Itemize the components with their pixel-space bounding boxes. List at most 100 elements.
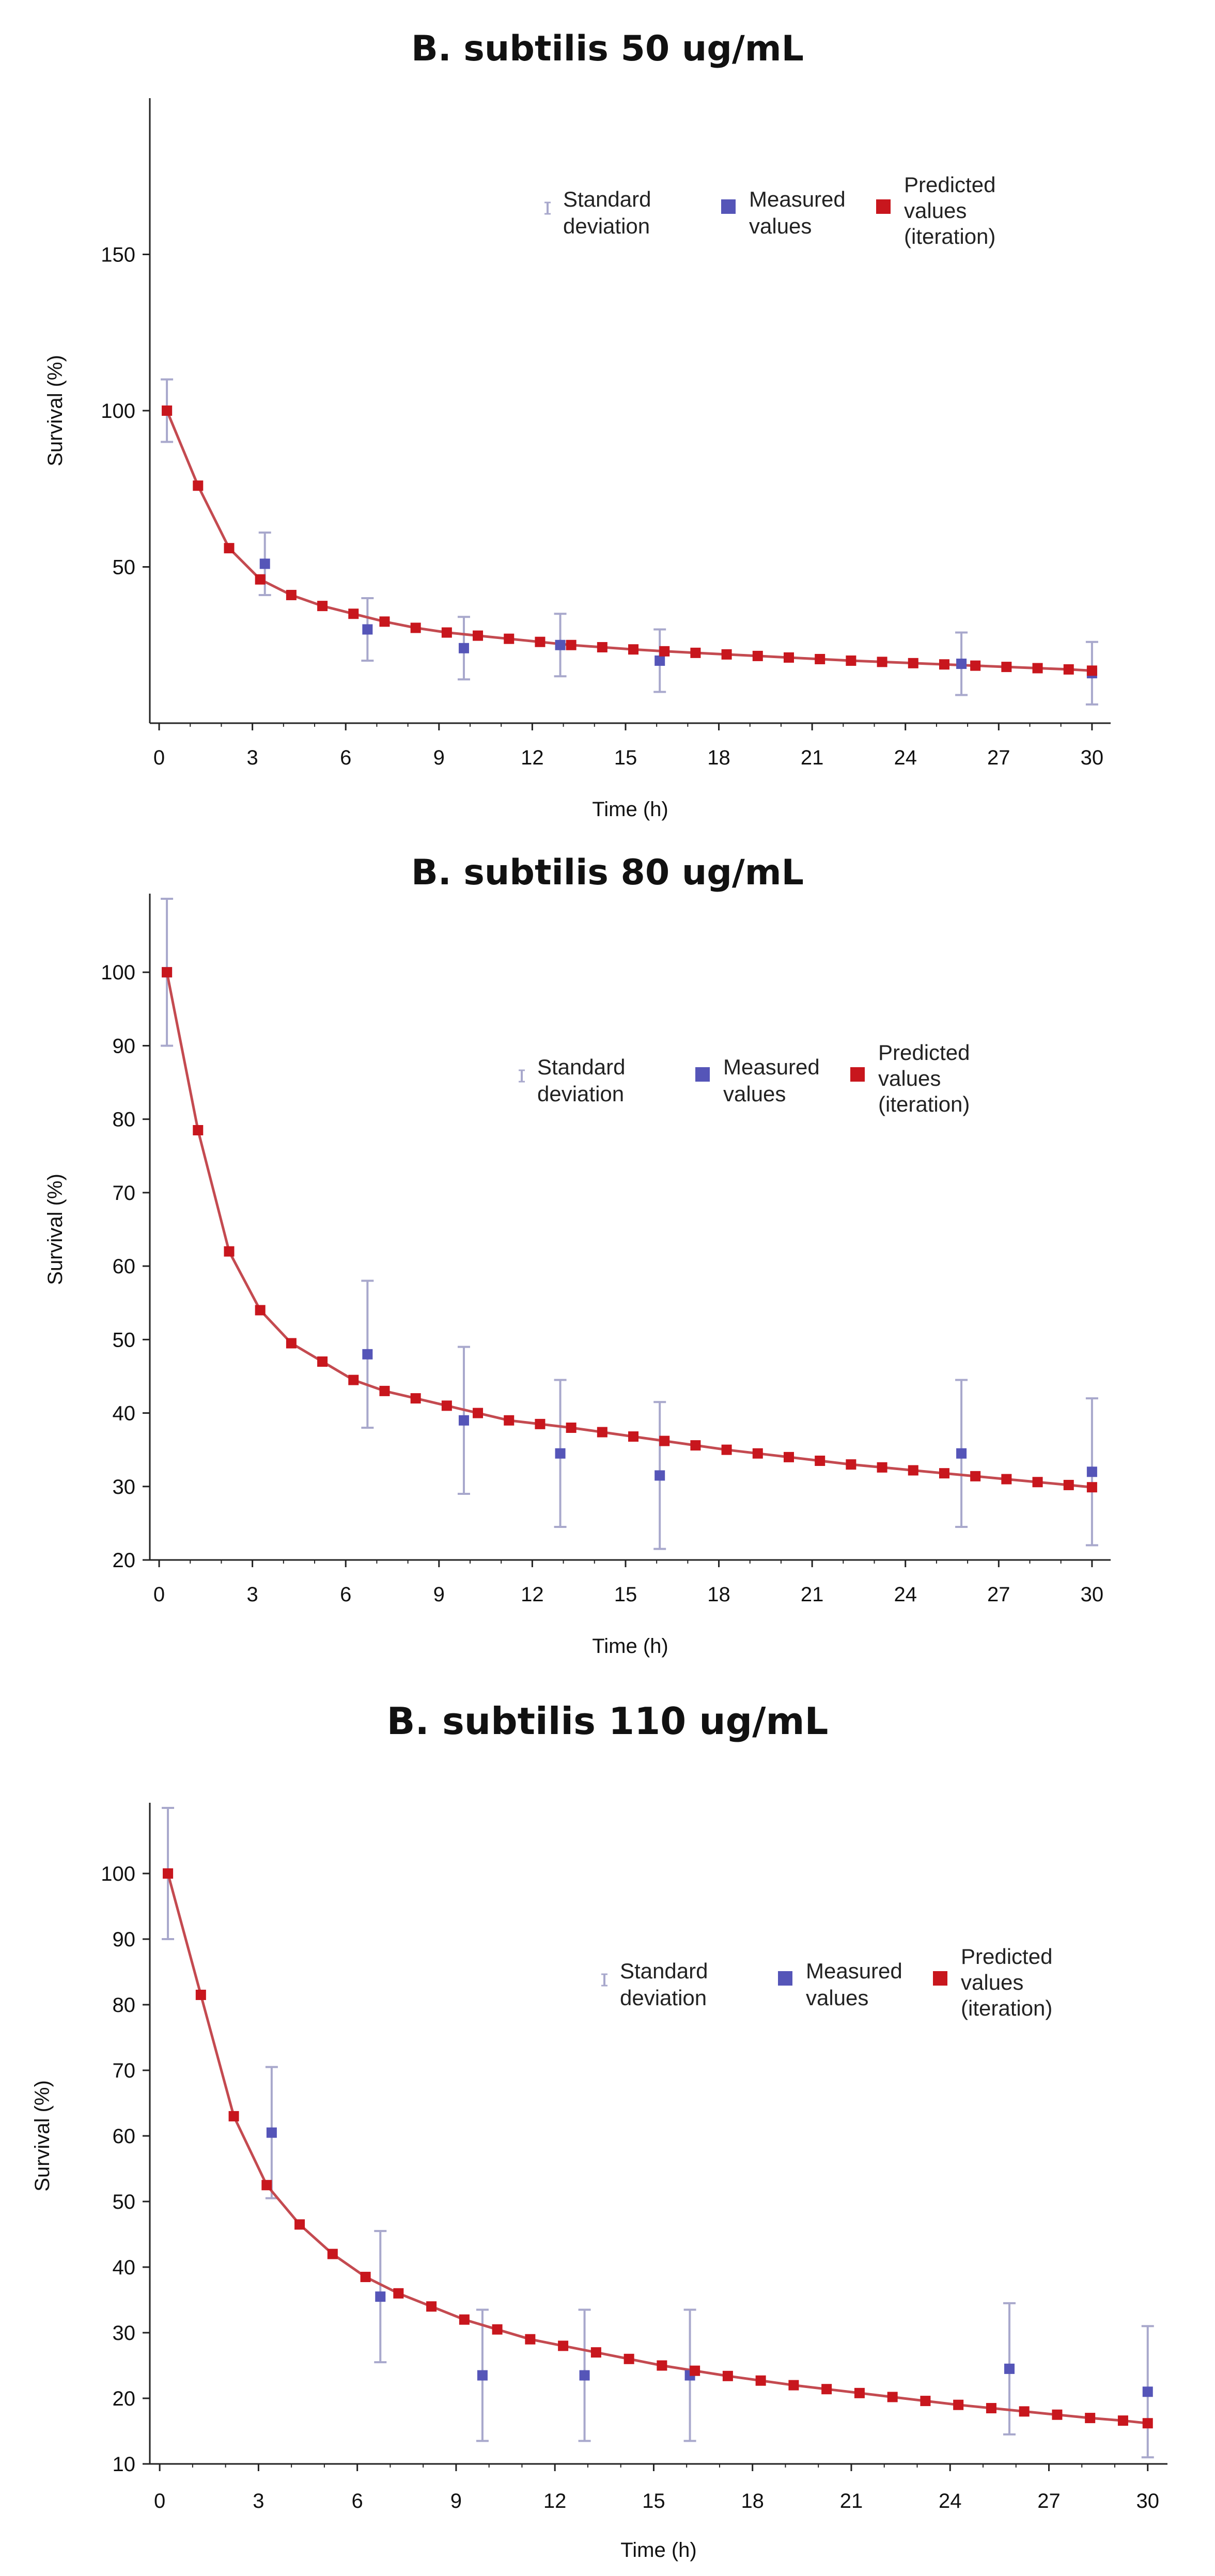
- predicted-point: [379, 1385, 390, 1396]
- predicted-point: [887, 2392, 898, 2402]
- predicted-point: [558, 2340, 569, 2351]
- y-tick-label: 30: [113, 2322, 136, 2345]
- predicted-point: [624, 2353, 634, 2364]
- x-tick-label: 6: [352, 2490, 363, 2512]
- predicted-point: [360, 2272, 371, 2283]
- predicted-point: [690, 1440, 701, 1451]
- predicted-point: [473, 630, 484, 641]
- measured-point: [1142, 2386, 1153, 2397]
- x-tick-label: 9: [450, 2490, 462, 2512]
- predicted-point: [410, 1393, 421, 1404]
- predicted-point: [348, 1375, 359, 1385]
- legend-label-sd: Standard: [620, 1959, 708, 1983]
- chart-80ug-plot: 0 3 6 9 12 15 18 21 24 27 30 20 30 40 50 60 70 80 90 100 Tim…: [44, 894, 1111, 1658]
- predicted-point: [441, 1400, 452, 1411]
- x-tick-label: 15: [642, 2490, 665, 2512]
- measured-point: [477, 2370, 488, 2381]
- y-tick-label: 100: [101, 400, 135, 423]
- measured-point: [555, 1448, 566, 1459]
- x-axis-title: Time (h): [592, 798, 668, 821]
- chart-title: B. subtilis 110 ug/mL: [386, 1699, 829, 1743]
- x-tick-label: 21: [801, 1583, 824, 1606]
- predicted-point: [224, 543, 235, 554]
- predicted-point: [1086, 665, 1097, 676]
- x-tick-label: 6: [340, 1583, 351, 1606]
- chart-110ug-plot: 0 3 6 9 12 15 18 21 24 27 30 10 20 30 40 50 60 70 80 90 100 T…: [31, 1803, 1167, 2562]
- y-tick-label: 20: [113, 1549, 136, 1572]
- x-tick-label: 15: [614, 1583, 637, 1606]
- y-tick-label: 40: [113, 1402, 136, 1425]
- predicted-point: [535, 636, 546, 647]
- predicted-point: [815, 1456, 825, 1466]
- x-tick-label: 6: [340, 746, 351, 769]
- predicted-point: [597, 1427, 608, 1438]
- measured-point: [655, 655, 665, 666]
- predicted-point: [426, 2301, 437, 2312]
- predicted-point: [877, 657, 887, 667]
- x-tick-label: 30: [1081, 746, 1104, 769]
- x-tick-label: 18: [707, 1583, 730, 1606]
- legend-label-predicted: Predicted: [904, 173, 995, 197]
- legend-label-predicted: (iteration): [878, 1092, 970, 1116]
- chart-110ug-panel: B. subtilis 110 ug/mL 0 3 6 9 12 15 18 21 24 27 30…: [0, 1679, 1215, 2576]
- predicted-point: [224, 1246, 235, 1257]
- measured-point: [956, 1448, 967, 1459]
- y-tick-label: 10: [113, 2453, 136, 2476]
- y-axis-title: Survival (%): [44, 355, 67, 466]
- predicted-point: [294, 2219, 305, 2230]
- legend-label-predicted: (iteration): [961, 1996, 1052, 2020]
- legend-label-sd: deviation: [537, 1082, 624, 1106]
- predicted-point: [162, 405, 173, 416]
- x-tick-label: 30: [1136, 2490, 1159, 2512]
- x-tick-label: 9: [433, 1583, 445, 1606]
- x-tick-label: 21: [801, 746, 824, 769]
- chart-80ug-panel: B. subtilis 80 ug/mL 0 3 6 9 12 15 18 21 24 27 30 2…: [0, 826, 1215, 1679]
- legend-label-measured: values: [723, 1082, 786, 1106]
- x-axis-title: Time (h): [620, 2539, 696, 2562]
- predicted-point: [590, 2347, 601, 2358]
- predicted-point: [783, 1451, 794, 1462]
- measured-point: [458, 643, 469, 653]
- legend-measured-icon: [778, 1971, 792, 1986]
- predicted-point: [459, 2314, 470, 2325]
- predicted-point: [846, 655, 856, 666]
- predicted-point: [659, 1435, 670, 1446]
- chart-50ug-plot: 0 3 6 9 12 15 18 21 24 27 30 50 100 150 Time (h) Surviv…: [44, 98, 1111, 821]
- predicted-point: [1052, 2409, 1063, 2420]
- legend-label-measured: Measured: [749, 187, 846, 211]
- measured-point: [579, 2370, 590, 2381]
- predicted-point: [939, 659, 949, 670]
- x-tick-label: 3: [247, 1583, 258, 1606]
- y-tick-label: 90: [113, 1035, 136, 1057]
- measured-point: [1086, 1466, 1097, 1477]
- predicted-point: [473, 1408, 484, 1418]
- y-tick-label: 90: [113, 1928, 136, 1951]
- y-tick-label: 70: [113, 1182, 136, 1205]
- predicted-point: [597, 642, 608, 652]
- measured-point: [458, 1415, 469, 1426]
- x-tick-label: 27: [987, 746, 1010, 769]
- y-tick-label: 30: [113, 1476, 136, 1498]
- predicted-point: [821, 2384, 832, 2395]
- legend-label-predicted: (iteration): [904, 224, 995, 248]
- legend-predicted-icon: [850, 1067, 865, 1082]
- predicted-point: [162, 967, 173, 978]
- measured-point: [956, 659, 967, 669]
- x-tick-label: 3: [247, 746, 258, 769]
- y-axis-title: Survival (%): [44, 1174, 67, 1285]
- y-tick-label: 50: [113, 2191, 136, 2213]
- predicted-point: [920, 2396, 931, 2407]
- predicted-point: [535, 1418, 546, 1429]
- x-tick-label: 18: [741, 2490, 764, 2512]
- legend-measured-icon: [695, 1067, 710, 1082]
- x-tick-label: 21: [840, 2490, 863, 2512]
- chart-title: B. subtilis 50 ug/mL: [411, 28, 804, 69]
- predicted-point: [815, 653, 825, 664]
- chart-title: B. subtilis 80 ug/mL: [411, 852, 804, 893]
- predicted-point: [1142, 2418, 1153, 2429]
- y-tick-label: 150: [101, 244, 135, 267]
- predicted-point: [1001, 662, 1012, 673]
- y-tick-label: 60: [113, 1255, 136, 1278]
- x-tick-label: 30: [1081, 1583, 1104, 1606]
- predicted-point: [690, 2365, 700, 2376]
